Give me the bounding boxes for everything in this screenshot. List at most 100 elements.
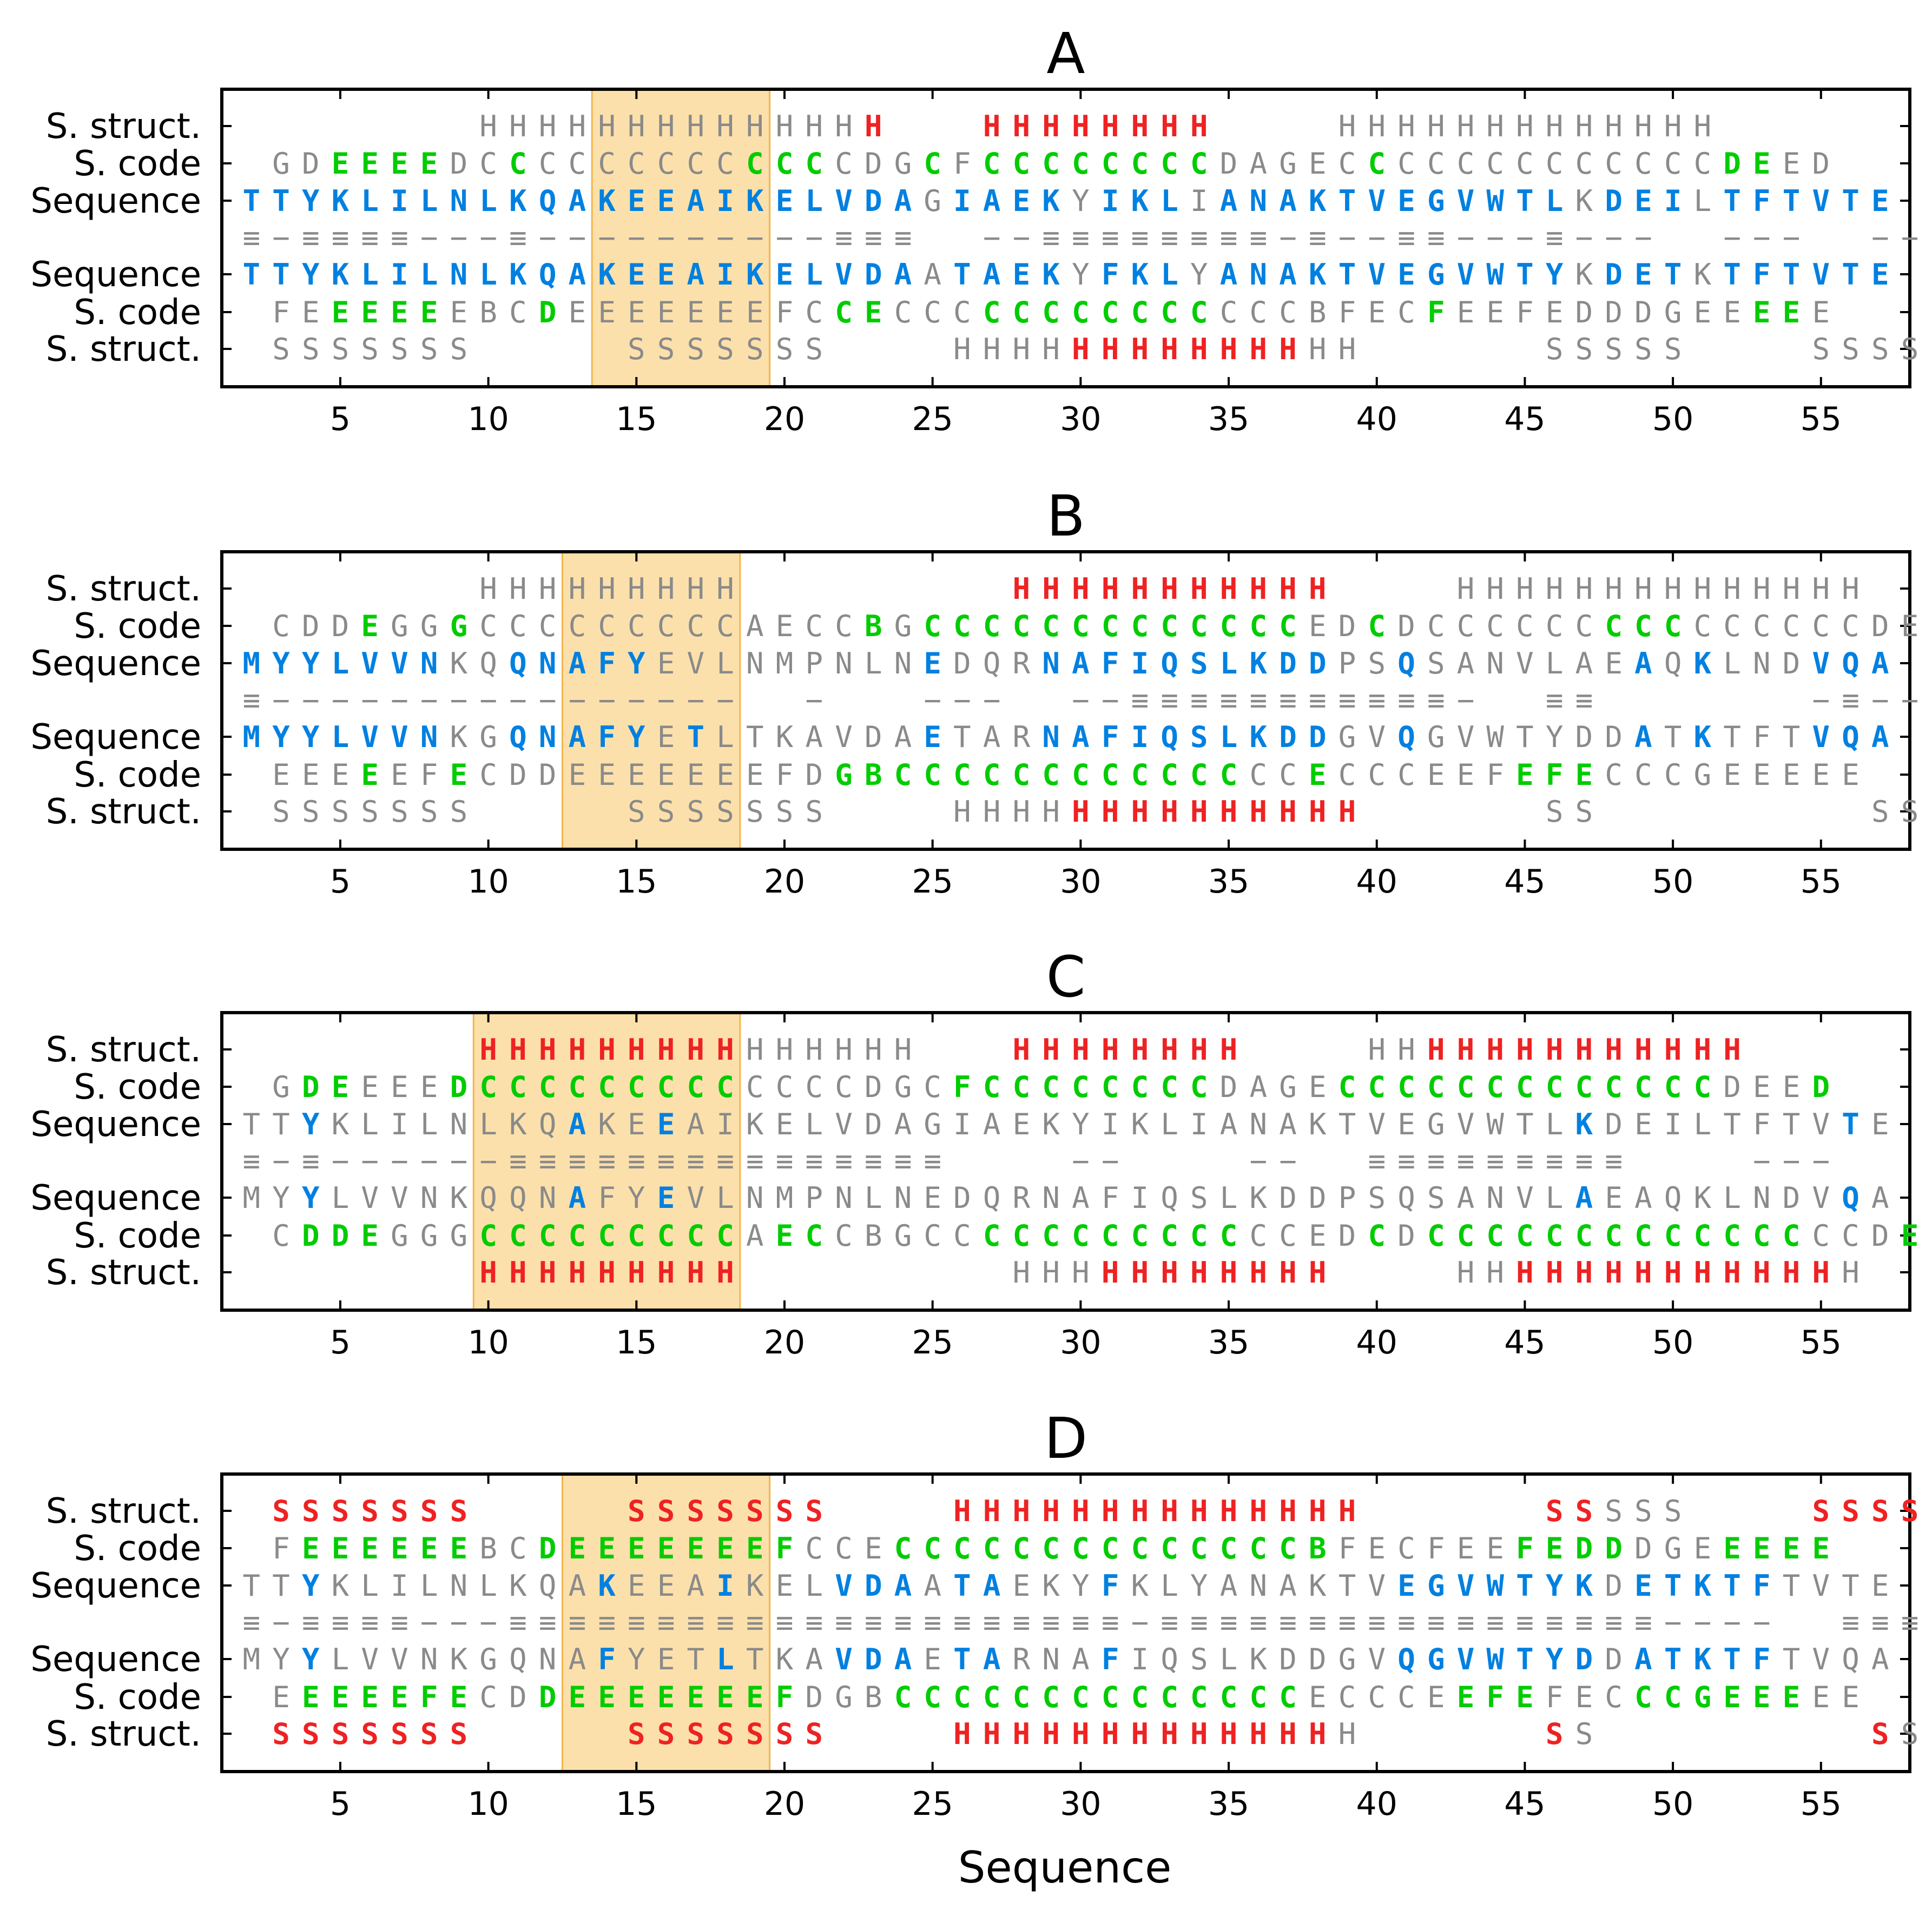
residue-letter: D	[1605, 257, 1623, 292]
residue-letter: −	[1457, 221, 1475, 255]
residue-letter: V	[1368, 1107, 1386, 1141]
residue-letter: S	[657, 332, 675, 366]
residue-letter: T	[1664, 1642, 1682, 1676]
residue-letter: C	[1634, 1680, 1652, 1714]
residue-letter: C	[1102, 758, 1119, 792]
residue-letter: C	[1160, 1219, 1178, 1253]
residue-letter: C	[1783, 1219, 1801, 1253]
residue-letter: E	[332, 1680, 350, 1714]
residue-letter: E	[569, 1531, 586, 1565]
residue-letter: Q	[479, 1181, 497, 1215]
residue-letter: D	[1783, 1181, 1801, 1215]
x-tick-label: 10	[467, 400, 509, 438]
residue-letter: H	[479, 1256, 497, 1290]
residue-letter: C	[1546, 147, 1564, 181]
residue-letter: C	[1279, 609, 1297, 643]
residue-letter: H	[1427, 1033, 1445, 1067]
residue-letter: H	[1131, 1494, 1149, 1528]
residue-letter: T	[1842, 184, 1860, 218]
residue-letter: E	[1605, 646, 1623, 680]
row-label: S. struct.	[46, 107, 201, 147]
x-tick-label: 20	[764, 1324, 805, 1362]
residue-letter: H	[865, 109, 882, 143]
residue-letter: C	[1013, 295, 1031, 329]
residue-letter: F	[776, 1680, 794, 1714]
residue-letter: Q	[509, 1181, 527, 1215]
residue-letter: N	[746, 646, 764, 680]
residue-letter: ≡	[1368, 1606, 1386, 1640]
residue-letter: D	[302, 147, 320, 181]
residue-letter: ≡	[509, 1144, 527, 1178]
x-tick-label: 20	[764, 1785, 805, 1823]
residue-letter: V	[1457, 1107, 1475, 1141]
residue-letter: H	[1220, 1494, 1238, 1528]
residue-letter: C	[509, 1531, 527, 1565]
residue-letter: ≡	[1190, 683, 1208, 717]
residue-letter: ≡	[1427, 683, 1445, 717]
residue-letter: E	[598, 295, 616, 329]
residue-letter: B	[865, 1219, 882, 1253]
residue-letter: V	[391, 646, 408, 680]
residue-letter: E	[924, 646, 941, 680]
residue-letter: ≡	[391, 1606, 408, 1640]
residue-letter: −	[805, 221, 823, 255]
residue-letter: C	[1397, 1680, 1415, 1714]
residue-letter: M	[242, 1181, 260, 1215]
residue-letter: N	[1042, 720, 1060, 754]
residue-letter: H	[1042, 1033, 1060, 1067]
residue-letter: S	[361, 795, 379, 829]
residue-letter: L	[1160, 1569, 1178, 1603]
residue-letter: L	[805, 1107, 823, 1141]
panel-title: C	[1046, 944, 1086, 1010]
residue-letter: D	[953, 1181, 971, 1215]
x-tick-label: 30	[1060, 1785, 1101, 1823]
residue-letter: E	[924, 720, 941, 754]
residue-letter: H	[1250, 1717, 1268, 1751]
residue-letter: S	[805, 1494, 823, 1528]
residue-letter: −	[1072, 1144, 1090, 1178]
residue-letter: A	[1634, 1181, 1652, 1215]
highlight-band	[591, 88, 771, 388]
residue-letter: E	[776, 1107, 794, 1141]
residue-letter: C	[509, 609, 527, 643]
residue-letter: H	[776, 1033, 794, 1067]
residue-letter: C	[1102, 1070, 1119, 1104]
residue-letter: H	[716, 572, 734, 606]
residue-letter: ≡	[1160, 221, 1178, 255]
residue-letter: H	[1102, 1256, 1119, 1290]
residue-letter: C	[1220, 758, 1238, 792]
residue-letter: N	[1486, 646, 1504, 680]
residue-letter: E	[450, 295, 468, 329]
residue-letter: ≡	[1131, 683, 1149, 717]
residue-letter: S	[746, 332, 764, 366]
residue-letter: K	[450, 720, 468, 754]
residue-letter: E	[361, 609, 379, 643]
residue-letter: S	[272, 795, 290, 829]
residue-letter: D	[1279, 720, 1297, 754]
residue-letter: K	[450, 1642, 468, 1676]
residue-letter: H	[1634, 1256, 1652, 1290]
residue-letter: K	[1694, 257, 1712, 292]
residue-letter: H	[1250, 795, 1268, 829]
residue-letter: −	[479, 683, 497, 717]
residue-letter: K	[509, 1107, 527, 1141]
residue-letter: I	[1190, 1107, 1208, 1141]
residue-letter: K	[746, 1569, 764, 1603]
residue-letter: C	[894, 1680, 912, 1714]
residue-letter: C	[983, 1070, 1001, 1104]
residue-letter: V	[835, 257, 853, 292]
x-tick-label: 35	[1208, 400, 1249, 438]
residue-letter: E	[332, 295, 350, 329]
residue-letter: C	[539, 1219, 557, 1253]
residue-letter: H	[1190, 109, 1208, 143]
residue-letter: Q	[1842, 1181, 1860, 1215]
residue-letter: V	[1457, 184, 1475, 218]
residue-letter: S	[332, 795, 350, 829]
residue-letter: H	[1190, 1717, 1208, 1751]
residue-letter: E	[450, 758, 468, 792]
residue-letter: C	[1753, 609, 1771, 643]
residue-letter: A	[1871, 720, 1889, 754]
residue-letter: F	[420, 758, 438, 792]
residue-letter: L	[420, 1107, 438, 1141]
